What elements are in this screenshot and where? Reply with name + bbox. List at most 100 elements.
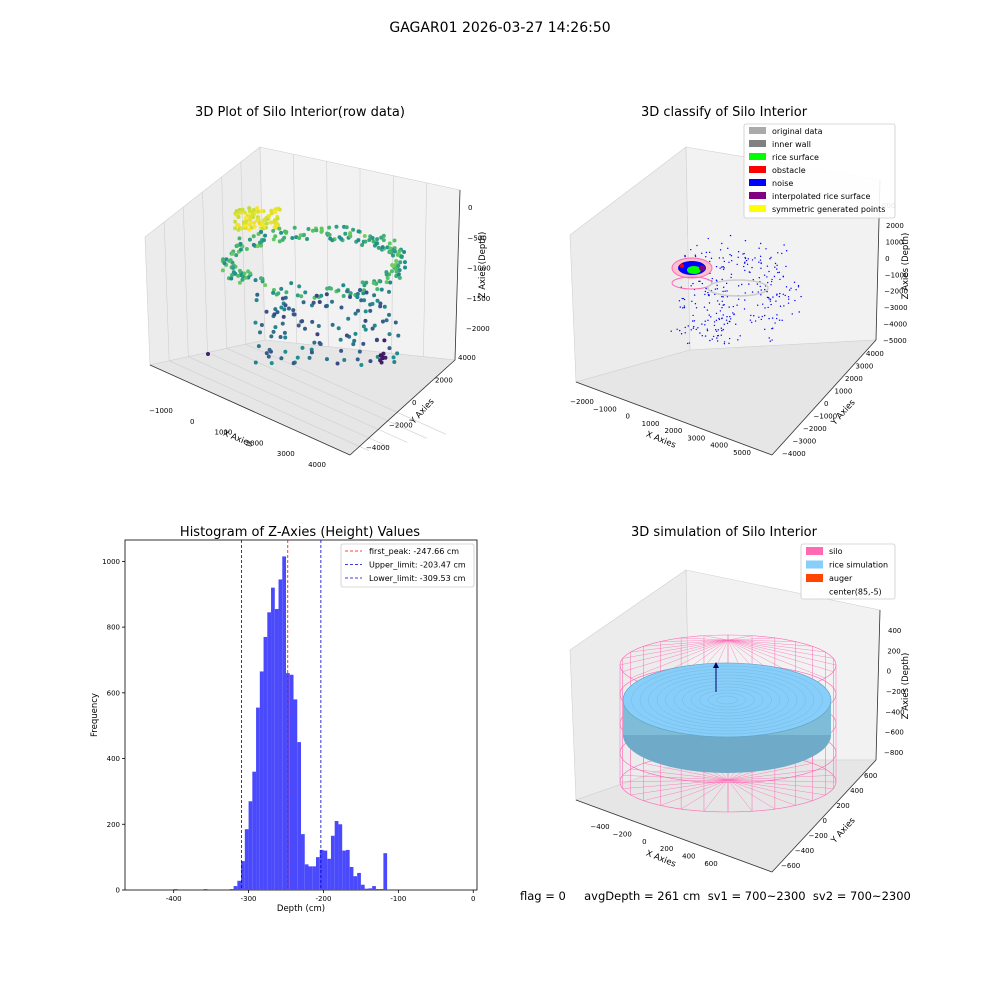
raw-point (240, 277, 245, 282)
hist-ytick-label: 0 (116, 887, 120, 895)
raw-point (379, 287, 384, 292)
panel4-x-tick-label: 600 (704, 860, 717, 868)
noise-point (770, 256, 772, 259)
hist-bar (304, 864, 309, 890)
noise-point (680, 333, 683, 335)
raw-point (348, 291, 353, 296)
panel2-z-tick-label: 2000 (886, 222, 904, 230)
noise-point (737, 298, 740, 300)
noise-point (735, 323, 737, 325)
raw-point (262, 218, 267, 223)
raw-point (325, 231, 330, 236)
raw-point (290, 235, 295, 240)
noise-point (736, 263, 738, 266)
raw-point (267, 213, 272, 218)
panel1-zticks: 0 −500 −1000 −1500 −2000 (466, 204, 491, 333)
panel1-x-tick-label: 1000 (214, 429, 232, 437)
raw-point (298, 233, 303, 238)
raw-point (278, 334, 283, 339)
raw-point (336, 326, 341, 331)
noise-point (684, 326, 686, 329)
raw-point (329, 286, 334, 291)
legend-label: interpolated rice surface (772, 192, 870, 201)
raw-point (314, 293, 319, 298)
silo-floor-wire (727, 779, 826, 796)
noise-point (701, 282, 704, 285)
noise-point (744, 257, 747, 260)
raw-point (269, 208, 274, 213)
raw-point (299, 294, 304, 299)
noise-point (779, 292, 781, 295)
silo-floor-wire (622, 775, 729, 781)
noise-point (744, 299, 746, 301)
noise-point (715, 330, 718, 333)
noise-point (678, 300, 681, 302)
raw-point (319, 293, 324, 298)
raw-point (269, 220, 274, 225)
noise-point (722, 328, 724, 331)
noise-point (721, 295, 723, 298)
noise-point (753, 315, 755, 317)
raw-point (243, 210, 248, 215)
panel1-x-tick-label: −1000 (149, 407, 173, 415)
raw-point (382, 338, 387, 343)
raw-point (269, 361, 274, 366)
noise-point (719, 310, 722, 312)
panel4-title: 3D simulation of Silo Interior (631, 525, 818, 540)
noise-point (711, 338, 713, 340)
raw-point (284, 290, 289, 295)
noise-point (743, 308, 746, 310)
raw-point (300, 345, 305, 350)
raw-point (273, 234, 278, 239)
noise-point (676, 328, 678, 330)
panel4-x-tick-label: −400 (590, 823, 609, 831)
panel2-z-tick-label: −1000 (885, 271, 909, 279)
hist-ytick-label: 200 (107, 821, 120, 829)
raw-point (297, 284, 302, 289)
rice-mesh-line (699, 689, 755, 711)
legend-label: silo (829, 547, 843, 556)
noise-point (741, 283, 743, 286)
raw-point (234, 212, 239, 217)
panel4-z-tick-label: 200 (887, 647, 900, 655)
noise-point (715, 312, 718, 315)
silo-roof-wire (619, 639, 729, 666)
raw-point (238, 241, 243, 246)
raw-point (391, 355, 396, 360)
raw-point (277, 207, 282, 212)
raw-point (402, 250, 407, 255)
raw-point (240, 274, 245, 279)
hist-bar (237, 880, 242, 890)
raw-point (239, 226, 244, 231)
noise-point (779, 278, 781, 281)
legend-swatch (806, 560, 823, 569)
raw-point (348, 234, 353, 239)
noise-point (767, 296, 770, 299)
noise-point (800, 295, 802, 298)
panel2-xticks: −2000−1000 0 1000 2000 3000 4000 5000 (570, 398, 751, 457)
raw-point (247, 227, 252, 232)
noise-point (692, 282, 694, 285)
noise-point (728, 342, 730, 345)
noise-point (726, 296, 729, 298)
noise-point (770, 284, 772, 286)
hist-bar (375, 889, 380, 890)
noise-point (766, 265, 769, 267)
noise-point (723, 260, 726, 263)
noise-point (732, 305, 735, 308)
silo-roof-wire (622, 639, 729, 672)
raw-point (384, 280, 389, 285)
noise-point (772, 296, 774, 298)
raw-point (255, 206, 260, 211)
noise-point (693, 294, 696, 296)
noise-point (699, 280, 701, 283)
legend-swatch (749, 140, 766, 147)
raw-point (312, 340, 317, 345)
noise-point (695, 307, 698, 309)
panel4-x-tick-label: 400 (682, 853, 695, 861)
raw-point (255, 292, 260, 297)
raw-point (295, 355, 300, 360)
raw-point (264, 309, 269, 314)
raw-point (374, 338, 379, 343)
noise-point (728, 261, 730, 263)
